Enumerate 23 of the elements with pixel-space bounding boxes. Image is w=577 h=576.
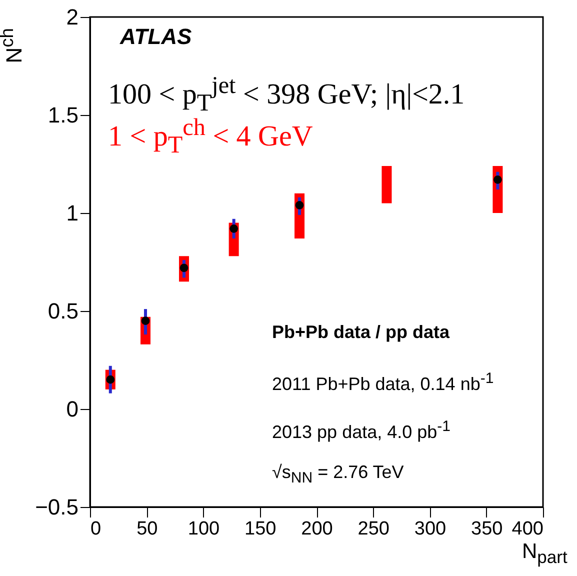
y-tick-label: 1 xyxy=(66,200,78,226)
annotation: 1 < p$_{T}$$^{ch}$ < 4 GeV xyxy=(108,114,313,158)
annotation: 2011 Pb+Pb data, 0.14 nb$^{-1}$ xyxy=(272,370,494,395)
x-tick-label: 50 xyxy=(136,518,158,540)
x-tick-label: 250 xyxy=(358,518,390,540)
y-tick-label: 1.5 xyxy=(48,102,78,128)
annotation: ATLAS xyxy=(120,24,192,50)
x-axis-title: N$_{part}$ xyxy=(522,540,568,568)
y-tick-label: 0.5 xyxy=(48,298,78,324)
annotation: 2013 pp data, 4.0 pb$^{-1}$ xyxy=(272,418,450,443)
annotation: 100 < p$_{T}$$^{jet}$ < 398 GeV; |η|<2.1 xyxy=(108,72,465,116)
x-tick-label: 300 xyxy=(414,518,446,540)
x-tick-label: 0 xyxy=(90,518,102,540)
annotation: Pb+Pb data / pp data xyxy=(272,322,450,343)
x-tick-label: 100 xyxy=(188,518,220,540)
x-tick-label: 150 xyxy=(244,518,276,540)
annotation: √s$_{NN}$ = 2.76 TeV xyxy=(272,462,404,487)
y-tick-label: 0 xyxy=(66,396,78,422)
x-tick-label: 400 xyxy=(512,518,544,540)
x-tick-label: 350 xyxy=(471,518,503,540)
x-tick-label: 200 xyxy=(301,518,333,540)
y-tick-label: −0.5 xyxy=(35,494,78,520)
y-tick-label: 2 xyxy=(66,4,78,30)
